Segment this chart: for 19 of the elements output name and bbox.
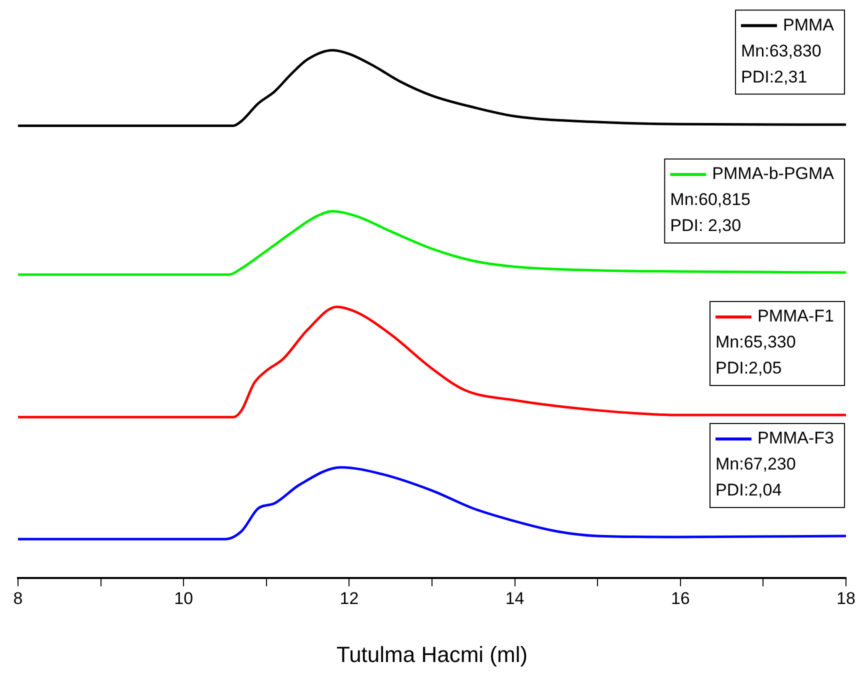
annotation: Mn:67,230 [716,454,796,474]
legend-label: PMMA [783,15,835,34]
legend-label: PMMA-b-PGMA [712,164,835,184]
x-tick-label: 12 [340,589,359,608]
annotation: PDI:2,05 [716,358,782,378]
legend-label: PMMA-F1 [758,306,834,326]
annotation: Mn:60,815 [670,190,751,210]
legend-label: PMMA-F3 [758,428,834,448]
x-tick-label: 10 [174,589,194,608]
annotation: PDI:2,04 [716,480,782,500]
x-tick-label: 18 [836,589,856,608]
annotation: Mn:63,830 [741,41,822,60]
annotation: PDI:2,31 [741,67,808,86]
x-tick-label: 16 [670,589,690,608]
x-axis-title: Tutulma Hacmi (ml) [336,642,528,667]
x-tick-label: 8 [13,589,23,608]
annotation: Mn:65,330 [716,332,796,352]
annotation: PDI: 2,30 [670,216,742,236]
x-tick-label: 14 [505,589,524,608]
